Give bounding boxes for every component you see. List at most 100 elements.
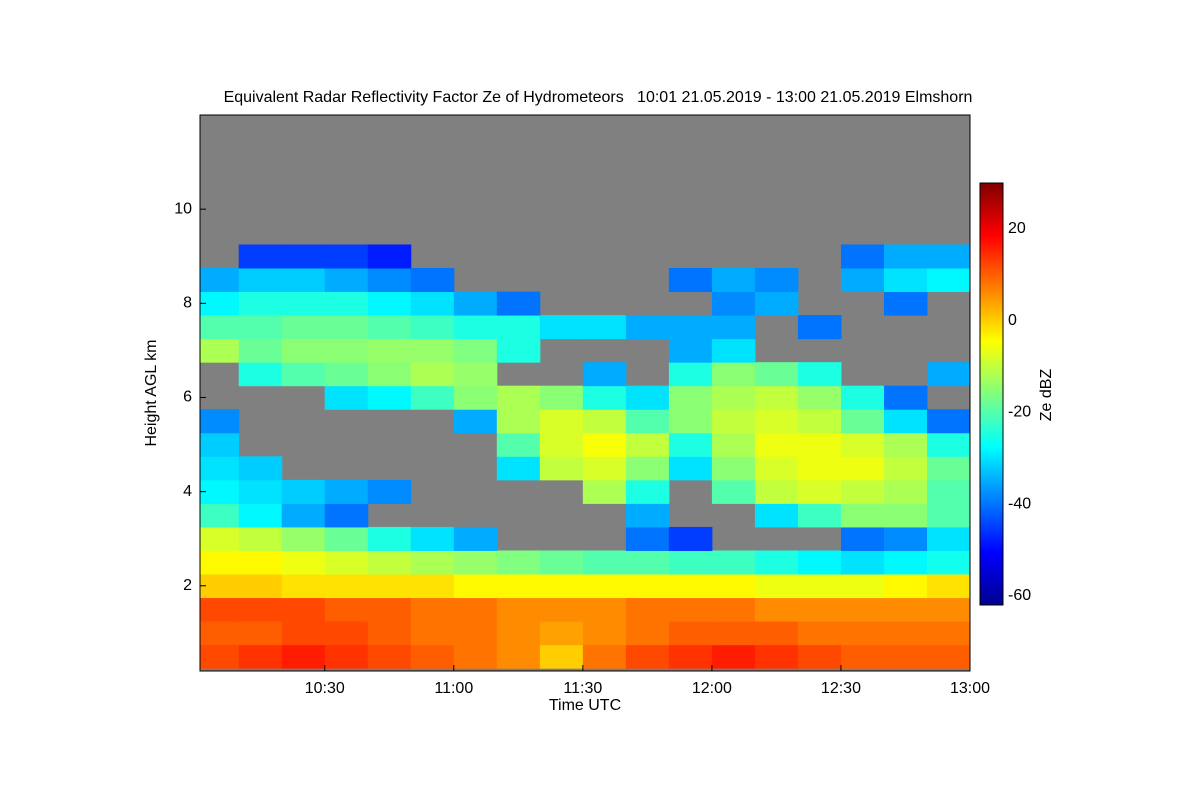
heatmap-cell	[200, 644, 240, 669]
colorbar-tick-label: -40	[1008, 495, 1031, 512]
heatmap-cell	[754, 503, 799, 528]
heatmap-cell	[496, 338, 541, 363]
heatmap-cell	[926, 409, 970, 434]
heatmap-cell	[711, 362, 756, 387]
x-tick-label: 12:30	[821, 680, 861, 697]
heatmap-cell	[711, 479, 756, 504]
y-axis-label: Height AGL km	[143, 339, 160, 446]
heatmap-cell	[200, 338, 240, 363]
x-tick-label: 13:00	[950, 680, 990, 697]
heatmap-cell	[840, 244, 885, 269]
heatmap-cell	[200, 268, 240, 293]
y-tick-label: 6	[183, 389, 192, 406]
heatmap-cell	[840, 621, 885, 646]
heatmap-cell	[200, 526, 240, 551]
heatmap-cell	[668, 338, 713, 363]
heatmap-cell	[453, 526, 498, 551]
heatmap-cell	[797, 456, 842, 481]
heatmap-cell	[797, 644, 842, 669]
heatmap-cell	[926, 244, 970, 269]
heatmap-cell	[754, 456, 799, 481]
heatmap-cell	[926, 550, 970, 575]
heatmap-cell	[496, 597, 541, 622]
heatmap-cell	[840, 644, 885, 669]
heatmap-cell	[324, 621, 369, 646]
heatmap-cell	[668, 456, 713, 481]
heatmap-cell	[883, 456, 928, 481]
heatmap-cell	[496, 574, 541, 599]
heatmap-cell	[926, 621, 970, 646]
heatmap-cell	[324, 597, 369, 622]
heatmap-cell	[883, 432, 928, 457]
heatmap-cell	[453, 550, 498, 575]
heatmap-cell	[453, 291, 498, 316]
heatmap-cell	[238, 244, 283, 269]
y-tick-label: 10	[174, 200, 192, 217]
heatmap-cell	[281, 479, 326, 504]
heatmap-cell	[238, 291, 283, 316]
heatmap-cell	[754, 644, 799, 669]
heatmap-cell	[668, 644, 713, 669]
heatmap-cell	[711, 315, 756, 340]
heatmap-cell	[324, 526, 369, 551]
heatmap-cell	[797, 597, 842, 622]
heatmap-cell	[324, 644, 369, 669]
heatmap-cell	[582, 432, 627, 457]
heatmap-cell	[281, 291, 326, 316]
heatmap-cell	[625, 550, 670, 575]
heatmap-cell	[200, 621, 240, 646]
heatmap-cell	[926, 644, 970, 669]
heatmap-cell	[582, 597, 627, 622]
heatmap-cell	[797, 550, 842, 575]
heatmap-cell	[281, 362, 326, 387]
heatmap-cell	[883, 621, 928, 646]
colorbar-tick-label: -20	[1008, 404, 1031, 421]
heatmap-cell	[840, 432, 885, 457]
heatmap-cell	[539, 597, 584, 622]
heatmap-cell	[711, 621, 756, 646]
heatmap-cell	[625, 574, 670, 599]
heatmap-cell	[668, 315, 713, 340]
heatmap-cell	[367, 291, 412, 316]
heatmap-cell	[797, 315, 842, 340]
heatmap-cell	[539, 315, 584, 340]
heatmap-cell	[539, 621, 584, 646]
heatmap-cell	[754, 479, 799, 504]
heatmap-cell	[238, 315, 283, 340]
heatmap-cell	[926, 526, 970, 551]
heatmap-cell	[625, 597, 670, 622]
x-tick-label: 11:30	[563, 680, 602, 697]
heatmap-cell	[883, 597, 928, 622]
heatmap-cell	[840, 597, 885, 622]
heatmap-cell	[367, 526, 412, 551]
heatmap-cell	[324, 291, 369, 316]
heatmap-cell	[582, 456, 627, 481]
heatmap-cell	[410, 362, 455, 387]
heatmap-cell	[200, 456, 240, 481]
heatmap-cell	[625, 432, 670, 457]
heatmap-cell	[539, 644, 584, 669]
heatmap-cell	[324, 479, 369, 504]
x-tick-label: 11:00	[434, 680, 473, 697]
heatmap-cell	[582, 550, 627, 575]
heatmap-cell	[883, 268, 928, 293]
x-tick-label: 10:30	[305, 680, 345, 697]
heatmap-cell	[926, 479, 970, 504]
heatmap-cell	[797, 574, 842, 599]
heatmap-cell	[797, 385, 842, 410]
heatmap-cell	[410, 597, 455, 622]
plot-frame	[199, 114, 971, 672]
heatmap-cell	[926, 503, 970, 528]
heatmap-cell	[797, 362, 842, 387]
heatmap-cell	[582, 479, 627, 504]
heatmap-cell	[324, 362, 369, 387]
heatmap-cell	[281, 268, 326, 293]
heatmap-cell	[668, 550, 713, 575]
heatmap-cell	[200, 432, 240, 457]
heatmap-cell	[324, 385, 369, 410]
heatmap-cell	[754, 362, 799, 387]
heatmap-cell	[324, 268, 369, 293]
heatmap-cell	[711, 268, 756, 293]
heatmap-cell	[281, 315, 326, 340]
